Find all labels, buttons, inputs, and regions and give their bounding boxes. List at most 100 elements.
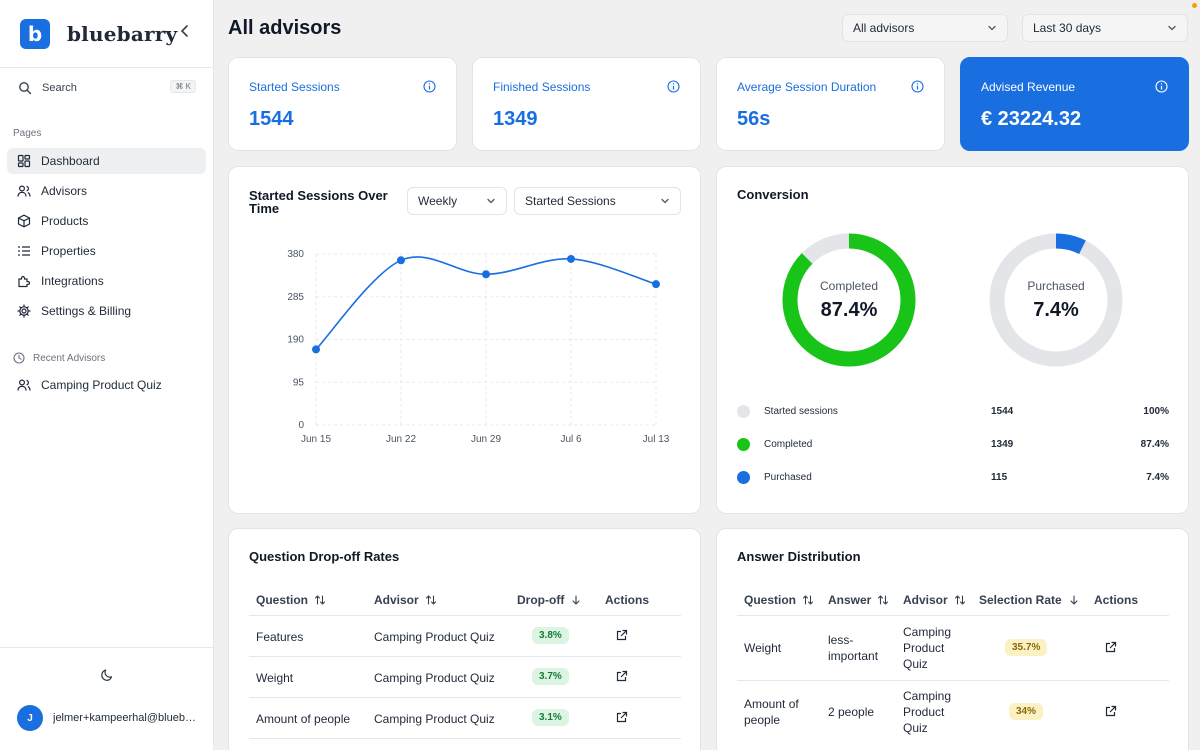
search-shortcut: ⌘ K <box>170 80 196 93</box>
divider <box>737 680 1169 681</box>
sidebar-item-label: Properties <box>41 244 96 258</box>
data-point <box>397 256 405 265</box>
brand-logo[interactable]: b <box>20 18 50 49</box>
donut-arc <box>989 233 1123 367</box>
divider <box>249 738 681 739</box>
divider <box>249 615 681 616</box>
legend-row-purchased: Purchased 115 7.4% <box>737 469 1169 485</box>
info-icon[interactable] <box>911 80 924 93</box>
cell-advisor: Camping Product Quiz <box>374 671 495 685</box>
sidebar-item-settings-billing[interactable]: Settings & Billing <box>7 298 206 324</box>
chevron-down-icon <box>988 25 996 31</box>
donut-value: 87.4% <box>821 299 878 321</box>
column-header-advisor[interactable]: Advisor <box>903 593 966 607</box>
donut-arc <box>782 233 916 367</box>
box-icon <box>17 214 31 228</box>
cell-advisor: Camping Product Quiz <box>903 625 952 671</box>
donut-label: Completed <box>820 279 878 293</box>
sidebar-item-dashboard[interactable]: Dashboard <box>7 148 206 174</box>
pages-section-label: Pages <box>13 128 42 139</box>
recent-advisor-item[interactable]: Camping Product Quiz <box>7 372 206 398</box>
user-email: jelmer+kampeerhal@bluebarry.ai <box>53 712 201 724</box>
legend-dot <box>737 470 750 484</box>
data-point <box>652 280 660 289</box>
sidebar-item-label: Integrations <box>41 274 104 288</box>
cell-question: Weight <box>744 641 782 655</box>
conversion-card: Conversion Completed 87.4% Purchased 7.4% S… <box>716 166 1189 514</box>
y-tick-label: 285 <box>287 292 304 303</box>
puzzle-icon <box>18 275 31 288</box>
stat-value: 1544 <box>249 108 294 130</box>
sidebar-item-products[interactable]: Products <box>7 208 206 234</box>
sort-desc-icon <box>572 595 580 605</box>
cell-answer: 2 people <box>828 705 875 719</box>
stat-card-average-duration: Average Session Duration 56s <box>716 57 945 151</box>
external-link-icon[interactable] <box>615 629 628 642</box>
metric-select[interactable]: Started Sessions <box>514 187 681 215</box>
sidebar-item-advisors[interactable]: Advisors <box>7 178 206 204</box>
column-header-dropoff[interactable]: Drop-off <box>517 593 582 607</box>
advisor-filter-select[interactable]: All advisors <box>842 14 1008 42</box>
recent-advisor-label: Camping Product Quiz <box>41 378 162 392</box>
external-link-icon[interactable] <box>615 670 628 683</box>
period-filter-value: Last 30 days <box>1033 21 1102 35</box>
stat-value: € 23224.32 <box>981 108 1082 130</box>
dropoff-badge: 3.7% <box>532 668 569 685</box>
sidebar-footer: J jelmer+kampeerhal@bluebarry.ai <box>0 647 213 750</box>
sidebar-item-integrations[interactable]: Integrations <box>7 268 206 294</box>
cell-question: Weight <box>256 671 294 685</box>
users-icon <box>17 379 31 391</box>
brand: b bluebarry <box>0 0 213 68</box>
recent-advisors-label: Recent Advisors <box>13 352 105 364</box>
sidebar: b bluebarry Search ⌘ K Pages Dashboard A… <box>0 0 214 750</box>
dropoff-title: Question Drop-off Rates <box>249 549 400 564</box>
search-button[interactable]: Search ⌘ K <box>10 77 204 99</box>
users-icon <box>17 185 31 197</box>
external-link-icon[interactable] <box>615 711 628 724</box>
y-tick-label: 95 <box>293 377 305 388</box>
stat-card-started-sessions: Started Sessions 1544 <box>228 57 457 151</box>
x-tick-label: Jul 13 <box>643 434 670 445</box>
avatar: J <box>17 705 43 731</box>
y-tick-label: 0 <box>298 420 304 431</box>
sort-desc-icon <box>1070 595 1078 605</box>
user-menu[interactable]: J jelmer+kampeerhal@bluebarry.ai <box>17 705 201 731</box>
external-link-icon[interactable] <box>1104 705 1117 718</box>
info-icon[interactable] <box>1155 80 1168 93</box>
column-header-selection-rate[interactable]: Selection Rate <box>979 593 1080 607</box>
column-header-advisor[interactable]: Advisor <box>374 593 437 607</box>
info-icon[interactable] <box>667 80 680 93</box>
sort-icon <box>954 595 965 605</box>
external-link-icon[interactable] <box>1104 641 1117 654</box>
legend-dot <box>737 437 750 451</box>
y-tick-label: 190 <box>287 335 304 346</box>
collapse-sidebar-button[interactable] <box>177 24 193 42</box>
stat-label: Advised Revenue <box>981 80 1076 94</box>
cell-question: Amount of people <box>256 712 351 726</box>
cell-advisor: Camping Product Quiz <box>374 712 495 726</box>
sort-icon <box>425 595 436 605</box>
moon-icon[interactable] <box>100 668 114 682</box>
column-header-actions: Actions <box>605 593 650 607</box>
interval-select[interactable]: Weekly <box>407 187 507 215</box>
data-point <box>312 345 320 354</box>
info-icon[interactable] <box>423 80 436 93</box>
donut-value: 7.4% <box>1033 299 1079 321</box>
cell-advisor: Camping Product Quiz <box>374 630 495 644</box>
stat-value: 1349 <box>493 108 538 130</box>
clock-icon <box>13 352 25 364</box>
search-icon <box>19 82 32 95</box>
period-filter-select[interactable]: Last 30 days <box>1022 14 1188 42</box>
chevron-down-icon <box>1168 25 1176 31</box>
legend-row-started: Started sessions 1544 100% <box>737 403 1169 419</box>
sidebar-item-properties[interactable]: Properties <box>7 238 206 264</box>
y-tick-label: 380 <box>287 249 304 260</box>
column-header-question[interactable]: Question <box>256 593 326 607</box>
column-header-question[interactable]: Question <box>744 593 814 607</box>
cell-advisor: Camping Product Quiz <box>903 689 952 735</box>
selection-rate-badge: 34% <box>1009 703 1044 720</box>
stat-label: Started Sessions <box>249 80 340 94</box>
grid-icon <box>17 154 31 168</box>
data-point <box>567 254 575 263</box>
column-header-answer[interactable]: Answer <box>828 593 889 607</box>
